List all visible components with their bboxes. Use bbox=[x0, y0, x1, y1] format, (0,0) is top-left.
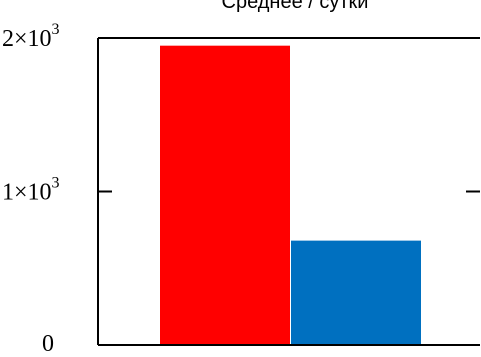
y-tick-label-0: 0 bbox=[42, 331, 54, 357]
bars-group bbox=[160, 45, 421, 346]
y-ticks-group: 0 1×103 2×103 bbox=[2, 21, 480, 357]
y-tick-label-2: 2×103 bbox=[2, 21, 60, 52]
chart-title: Среднее / сутки bbox=[222, 0, 369, 13]
bar-1 bbox=[160, 45, 290, 346]
bar-2 bbox=[291, 240, 421, 345]
y-tick-label-1: 1×103 bbox=[2, 175, 60, 206]
